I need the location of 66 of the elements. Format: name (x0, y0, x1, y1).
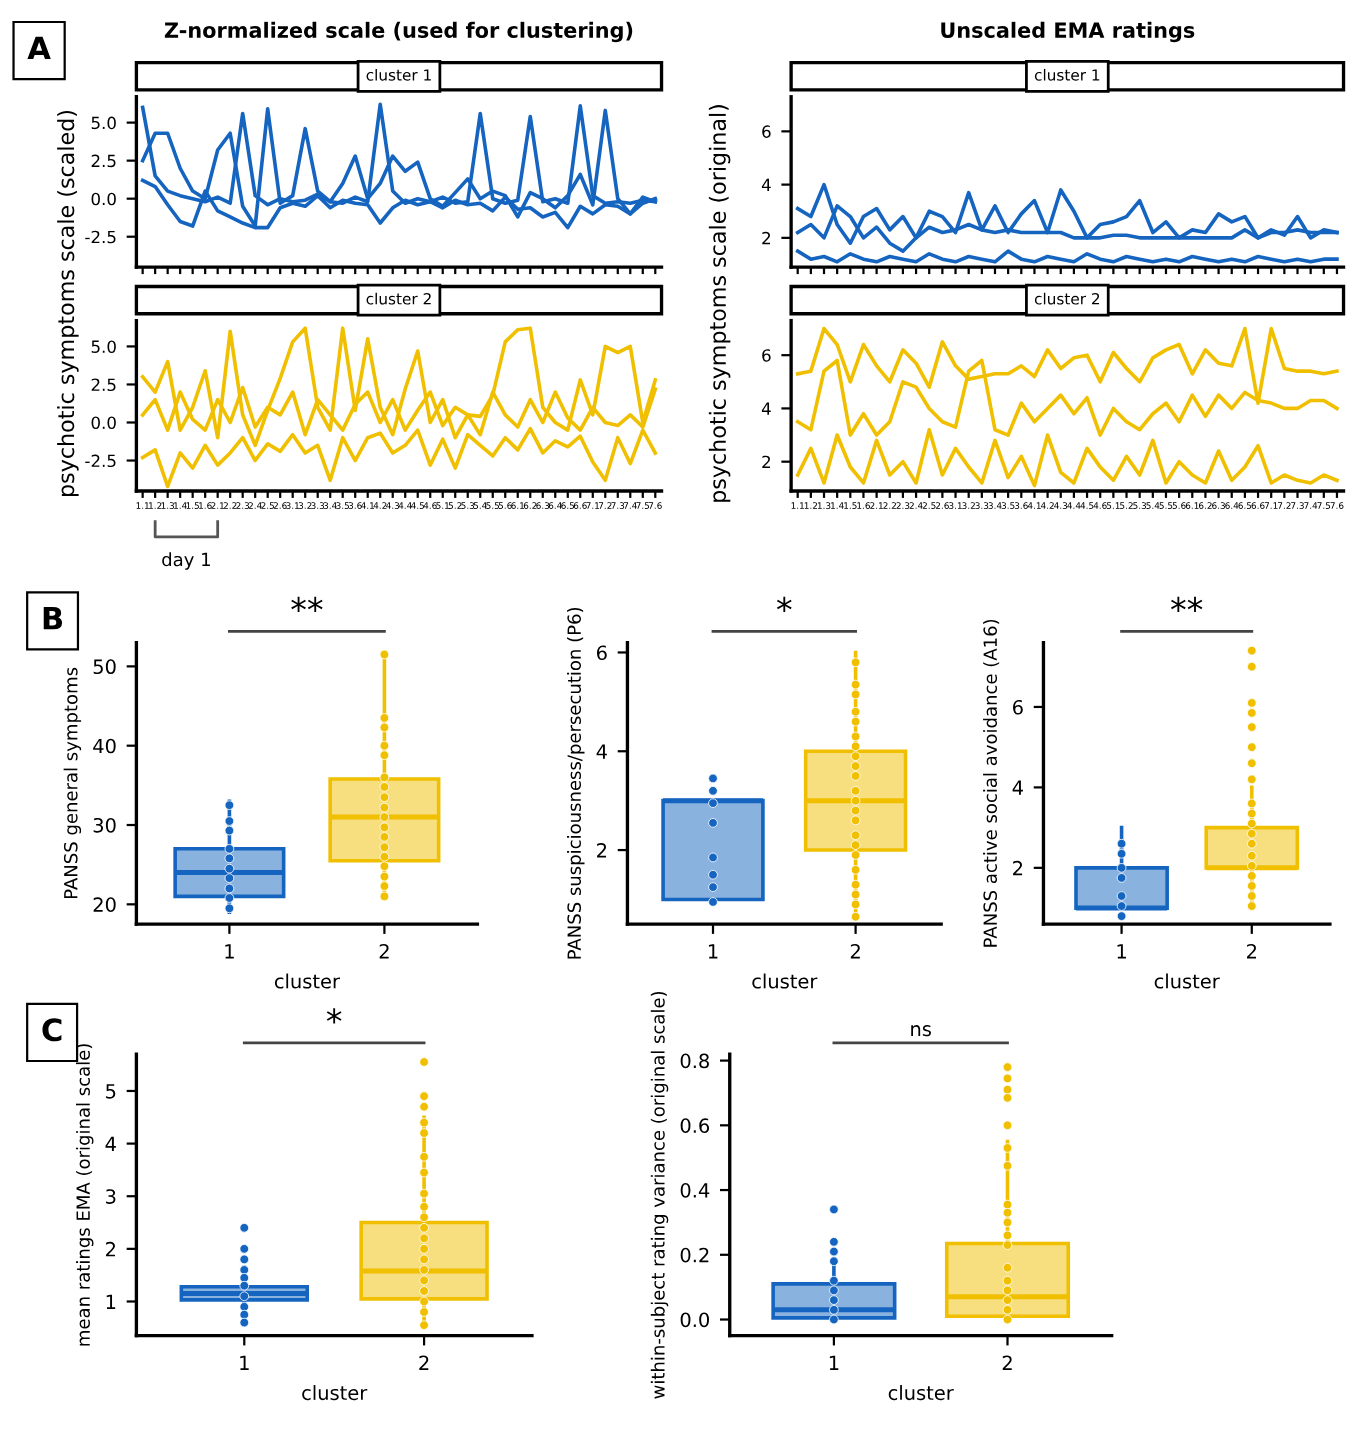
y-axis-title: PANSS suspiciousness/persecution (P6) (567, 607, 585, 959)
y-tick-label: -2.5 (85, 230, 116, 244)
x-tick-label: 1 (829, 1355, 839, 1370)
x-axis-title: cluster (274, 973, 340, 989)
y-tick-label: 0.0 (91, 416, 116, 430)
y-tick-label: 0.0 (91, 192, 116, 206)
y-tick-label: 6 (762, 349, 771, 362)
y-tick-label: 5 (106, 1084, 116, 1099)
y-tick-label: -2.5 (85, 454, 116, 468)
y-tick-label: 6 (1013, 699, 1023, 715)
x-tick-label: 2 (850, 943, 860, 959)
y-tick-label: 5.0 (91, 116, 116, 130)
text: day 1 (162, 552, 210, 570)
y-tick-label: 2 (106, 1241, 116, 1257)
text: ** (291, 596, 323, 613)
y-axis-title: within-subject rating variance (original scale) (650, 991, 669, 1399)
y-tick-label: 5.0 (91, 340, 116, 353)
y-tick-label: 2 (762, 231, 771, 245)
chart-title: Z-normalized scale (used for clustering) (164, 21, 633, 43)
y-tick-label: 2.5 (91, 154, 116, 168)
y-tick-label: 0.0 (680, 1312, 710, 1328)
text: B (43, 607, 63, 630)
y-tick-label: 4 (105, 1136, 116, 1151)
x-tick-label: 2 (379, 943, 389, 959)
x-axis-title: cluster (752, 973, 818, 989)
x-axis-title: cluster (1154, 973, 1220, 989)
y-tick-label: 0.2 (680, 1247, 709, 1263)
x-tick-label: 2 (1247, 943, 1257, 959)
y-tick-label: 2 (1013, 860, 1023, 876)
chart-title: Unscaled EMA ratings (941, 21, 1195, 43)
x-tick-label: 1 (225, 944, 234, 959)
y-tick-label: 2 (597, 843, 607, 858)
y-tick-label: 30 (93, 817, 116, 833)
y-tick-label: 4 (761, 178, 771, 191)
y-axis-title: psychotic symptoms scale (original) (708, 105, 731, 502)
y-tick-label: 2 (762, 455, 771, 469)
y-axis-title: psychotic symptoms scale (scaled) (57, 110, 79, 497)
y-tick-label: 0.8 (680, 1053, 709, 1069)
x-tick-label: 2 (1002, 1355, 1012, 1370)
y-axis-title: PANSS active social avoidance (A16) (983, 619, 1000, 947)
text: A (27, 36, 51, 59)
y-tick-label: 40 (93, 738, 116, 754)
y-tick-label: 50 (93, 659, 116, 675)
y-tick-label: 4 (596, 744, 607, 759)
y-tick-label: 0.6 (680, 1118, 710, 1133)
x-tick-label: 1 (240, 1355, 249, 1370)
y-tick-label: 6 (596, 645, 607, 661)
y-tick-label: 2.5 (91, 378, 116, 392)
text: C (42, 1018, 62, 1042)
text: ** (1171, 596, 1203, 613)
y-tick-label: 0.4 (680, 1183, 710, 1198)
y-tick-label: 4 (1012, 780, 1023, 795)
text: * (326, 1008, 342, 1024)
y-axis-title: PANSS general symptoms (63, 667, 82, 899)
y-tick-label: 1 (106, 1294, 116, 1309)
x-axis-title: cluster (888, 1385, 954, 1401)
text: * (776, 596, 792, 613)
y-tick-label: 3 (106, 1189, 116, 1204)
y-axis-title: mean ratings EMA (original scale) (76, 1044, 94, 1346)
y-tick-label: 6 (762, 125, 771, 138)
y-tick-label: 4 (761, 402, 771, 415)
x-tick-label: 1 (1117, 944, 1126, 959)
y-tick-label: 20 (93, 897, 116, 912)
x-axis-title: cluster (302, 1385, 368, 1401)
x-tick-label: 2 (419, 1355, 429, 1370)
text: ns (911, 1025, 931, 1037)
